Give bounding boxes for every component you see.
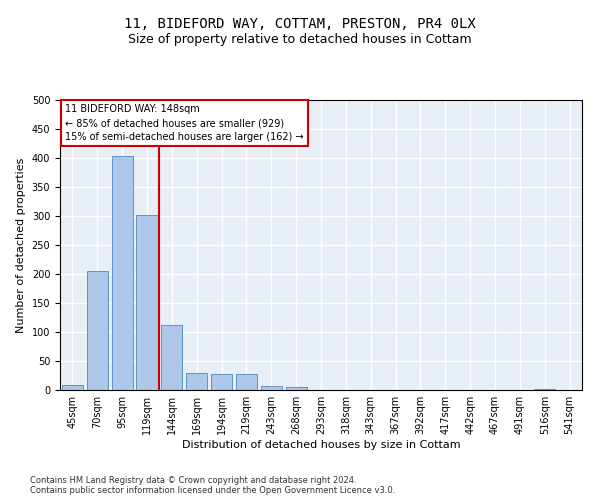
Bar xyxy=(211,374,232,390)
Bar xyxy=(161,325,182,390)
Bar xyxy=(236,374,257,390)
Y-axis label: Number of detached properties: Number of detached properties xyxy=(16,158,26,332)
Bar xyxy=(87,271,108,390)
Bar xyxy=(286,387,307,390)
Bar xyxy=(261,386,282,390)
Text: 11, BIDEFORD WAY, COTTAM, PRESTON, PR4 0LX: 11, BIDEFORD WAY, COTTAM, PRESTON, PR4 0… xyxy=(124,18,476,32)
Bar xyxy=(186,372,207,390)
Bar xyxy=(62,386,83,390)
Text: Size of property relative to detached houses in Cottam: Size of property relative to detached ho… xyxy=(128,32,472,46)
X-axis label: Distribution of detached houses by size in Cottam: Distribution of detached houses by size … xyxy=(182,440,460,450)
Text: Contains HM Land Registry data © Crown copyright and database right 2024.
Contai: Contains HM Land Registry data © Crown c… xyxy=(30,476,395,495)
Text: 11 BIDEFORD WAY: 148sqm
← 85% of detached houses are smaller (929)
15% of semi-d: 11 BIDEFORD WAY: 148sqm ← 85% of detache… xyxy=(65,104,304,142)
Bar xyxy=(112,156,133,390)
Bar xyxy=(136,215,158,390)
